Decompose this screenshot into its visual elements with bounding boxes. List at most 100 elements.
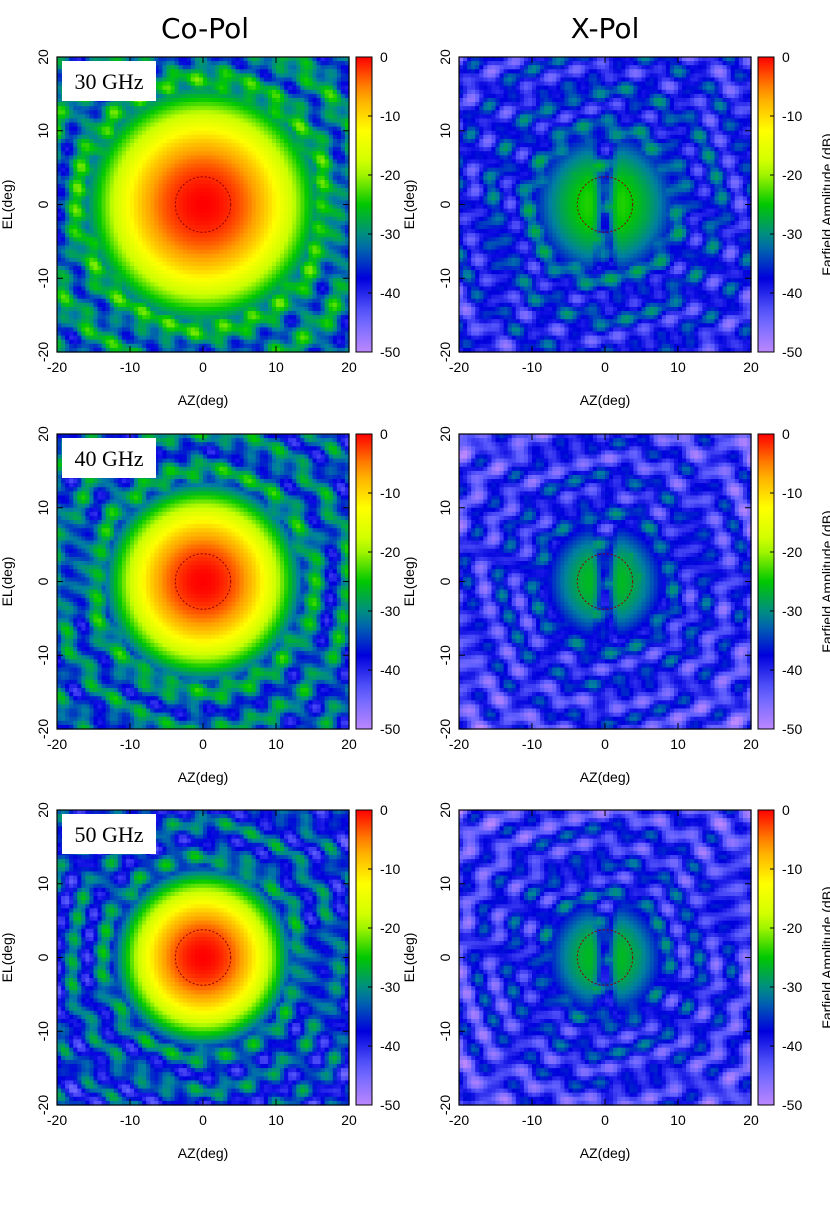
heatmap-cell [118, 266, 123, 271]
heatmap-cell [57, 168, 62, 173]
heatmap-cell [106, 291, 111, 296]
heatmap-cell [244, 77, 249, 82]
heatmap-cell [191, 131, 196, 136]
heatmap-cell [308, 205, 313, 210]
heatmap-cell [162, 250, 167, 255]
heatmap-cell [57, 180, 62, 185]
heatmap-cell [61, 299, 66, 304]
heatmap-cell [195, 315, 200, 320]
heatmap-cell [146, 168, 151, 173]
heatmap-cell [333, 123, 338, 128]
heatmap-cell [142, 237, 147, 242]
heatmap-cell [317, 143, 322, 148]
heatmap-cell [296, 323, 301, 328]
heatmap-cell [244, 217, 249, 222]
heatmap-cell [203, 184, 208, 189]
heatmap-cell [158, 295, 163, 300]
heatmap-cell [191, 102, 196, 107]
heatmap-cell [73, 192, 78, 197]
heatmap-cell [304, 164, 309, 169]
heatmap-cell [268, 307, 273, 312]
heatmap-cell [280, 86, 285, 91]
heatmap-cell [85, 237, 90, 242]
heatmap-cell [321, 233, 326, 238]
heatmap-cell [264, 131, 269, 136]
heatmap-cell [207, 315, 212, 320]
heatmap-cell [296, 258, 301, 263]
heatmap-cell [57, 73, 62, 78]
heatmap-cell [341, 209, 346, 214]
heatmap-cell [292, 200, 297, 205]
heatmap-cell [65, 123, 70, 128]
heatmap-cell [280, 196, 285, 201]
heatmap-cell [167, 172, 172, 177]
heatmap-cell [300, 123, 305, 128]
heatmap-cell [313, 303, 318, 308]
heatmap-cell [183, 82, 188, 87]
heatmap-cell [260, 131, 265, 136]
heatmap-cell [268, 262, 273, 267]
heatmap-cell [308, 229, 313, 234]
heatmap-cell [191, 205, 196, 210]
heatmap-cell [183, 135, 188, 140]
heatmap-cell [142, 303, 147, 308]
heatmap-cell [215, 86, 220, 91]
heatmap-cell [276, 254, 281, 259]
heatmap-cell [207, 237, 212, 242]
heatmap-cell [69, 237, 74, 242]
heatmap-cell [122, 282, 127, 287]
heatmap-cell [317, 245, 322, 250]
heatmap-cell [337, 282, 342, 287]
heatmap-cell [57, 98, 62, 103]
heatmap-cell [223, 250, 228, 255]
heatmap-cell [264, 176, 269, 181]
heatmap-cell [321, 237, 326, 242]
heatmap-cell [118, 155, 123, 160]
heatmap-cell [98, 155, 103, 160]
heatmap-cell [215, 192, 220, 197]
heatmap-cell [73, 303, 78, 308]
heatmap-cell [122, 266, 127, 271]
heatmap-cell [308, 221, 313, 226]
heatmap-cell [199, 237, 204, 242]
heatmap-cell [308, 155, 313, 160]
heatmap-cell [288, 205, 293, 210]
heatmap-cell [272, 94, 277, 99]
heatmap-cell [296, 139, 301, 144]
heatmap-cell [276, 151, 281, 156]
heatmap-cell [292, 286, 297, 291]
heatmap-cell [260, 307, 265, 312]
heatmap-cell [333, 118, 338, 123]
heatmap-cell [187, 147, 192, 152]
heatmap-cell [333, 241, 338, 246]
heatmap-cell [61, 311, 66, 316]
heatmap-cell [244, 172, 249, 177]
heatmap-cell [130, 245, 135, 250]
heatmap-cell [284, 98, 289, 103]
heatmap-cell [223, 69, 228, 74]
heatmap-cell [162, 303, 167, 308]
heatmap-cell [341, 299, 346, 304]
heatmap-cell [65, 217, 70, 222]
heatmap-cell [122, 168, 127, 173]
heatmap-cell [57, 323, 62, 328]
heatmap-cell [138, 118, 143, 123]
heatmap-cell [94, 254, 99, 259]
heatmap-cell [223, 159, 228, 164]
heatmap-cell [138, 135, 143, 140]
heatmap-cell [296, 282, 301, 287]
heatmap-cell [288, 254, 293, 259]
heatmap-cell [150, 282, 155, 287]
heatmap-cell [150, 110, 155, 115]
heatmap-cell [154, 241, 159, 246]
heatmap-cell [219, 225, 224, 230]
heatmap-cell [122, 180, 127, 185]
heatmap-cell [203, 143, 208, 148]
heatmap-cell [248, 143, 253, 148]
heatmap-cell [77, 159, 82, 164]
heatmap-cell [260, 254, 265, 259]
heatmap-cell [304, 196, 309, 201]
heatmap-cell [171, 315, 176, 320]
heatmap-cell [240, 94, 245, 99]
heatmap-cell [252, 73, 257, 78]
